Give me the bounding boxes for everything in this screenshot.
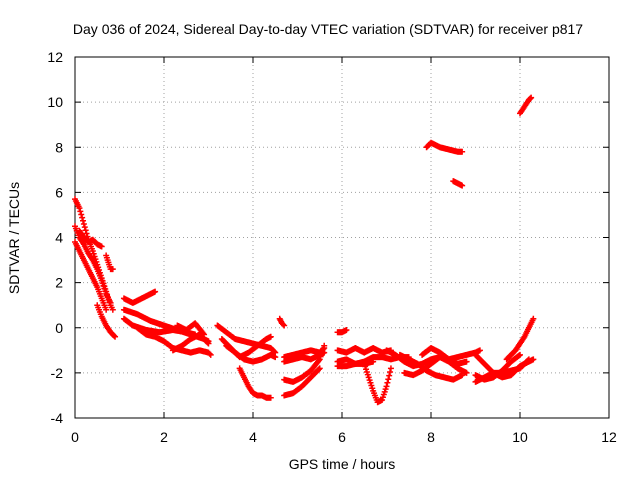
data-point [76, 205, 83, 212]
data-point [525, 356, 532, 363]
series-arc-25 [334, 358, 377, 370]
series-arc-5 [103, 252, 116, 273]
data-point [387, 368, 394, 375]
x-axis-label: GPS time / hours [289, 456, 396, 472]
series-arc-15 [223, 342, 279, 365]
y-tick-label: -2 [51, 365, 64, 381]
x-tick-label: 12 [601, 429, 617, 445]
data-point [207, 351, 214, 358]
series-arc-34 [503, 315, 537, 363]
data-point [107, 299, 114, 306]
data-point [204, 339, 211, 346]
series-arc-30 [419, 345, 470, 367]
data-point [316, 365, 323, 372]
data-point [78, 211, 85, 218]
series-arc-17 [276, 315, 288, 329]
data-point [530, 315, 537, 322]
series-arc-7 [120, 288, 159, 306]
data-point [98, 243, 105, 250]
series-arc-37 [450, 178, 466, 189]
data-point [384, 379, 391, 386]
series-arc-21 [281, 365, 323, 399]
series-arc-35 [517, 94, 535, 117]
data-point [112, 333, 119, 340]
data-point [321, 342, 328, 349]
data-marks [72, 94, 537, 406]
data-point [109, 266, 116, 273]
x-tick-label: 4 [249, 429, 257, 445]
series-arc-22 [334, 327, 350, 336]
data-point [272, 354, 279, 361]
data-point [111, 332, 118, 339]
y-tick-label: 8 [55, 139, 63, 155]
data-point [463, 369, 470, 376]
data-point [463, 358, 470, 365]
y-tick-label: 6 [55, 184, 63, 200]
data-point [517, 351, 523, 358]
data-point [281, 322, 288, 329]
y-tick-label: 0 [55, 320, 63, 336]
series-arc-16 [236, 365, 274, 401]
data-point [386, 372, 393, 379]
data-point [280, 321, 287, 328]
data-point [152, 288, 159, 295]
data-point [80, 217, 87, 224]
data-point [83, 230, 90, 237]
series-arc-4 [76, 227, 105, 250]
y-tick-label: 12 [47, 49, 63, 65]
data-point [267, 394, 274, 401]
data-point [476, 347, 483, 354]
series-arc-26 [361, 360, 394, 406]
data-point [383, 383, 390, 390]
y-tick-label: -4 [51, 410, 64, 426]
data-point [80, 220, 87, 227]
data-point [315, 357, 322, 364]
data-point [525, 357, 532, 364]
x-tick-label: 10 [512, 429, 528, 445]
data-point [81, 224, 88, 231]
data-point [200, 330, 207, 337]
data-point [315, 366, 322, 373]
series-arc-36 [423, 139, 466, 155]
series-arc-11 [169, 331, 212, 354]
series-arc-6 [94, 302, 119, 340]
series-arc-33 [472, 351, 523, 383]
data-point [387, 365, 394, 372]
x-tick-labels: 0 2 4 6 8 10 12 [71, 429, 617, 445]
series-arc-20 [281, 342, 328, 385]
series-arc-3 [72, 239, 110, 313]
data-point [77, 208, 84, 215]
y-axis-label: SDTVAR / TECUs [6, 182, 22, 294]
data-point [459, 148, 466, 155]
x-tick-label: 8 [427, 429, 435, 445]
data-point [528, 94, 535, 101]
x-tick-label: 2 [160, 429, 168, 445]
data-point [267, 333, 274, 340]
data-point [459, 182, 466, 189]
data-point [103, 306, 110, 313]
data-point [343, 327, 350, 334]
x-tick-label: 0 [71, 429, 79, 445]
data-point [82, 227, 89, 234]
y-tick-label: 2 [55, 275, 63, 291]
data-point [206, 350, 213, 357]
y-tick-label: 10 [47, 94, 63, 110]
data-point [205, 340, 212, 347]
data-point [385, 376, 392, 383]
grid [75, 57, 609, 418]
series-arc-29 [401, 354, 470, 379]
data-point [109, 306, 116, 313]
data-point [201, 331, 208, 338]
x-tick-label: 6 [338, 429, 346, 445]
data-point [79, 214, 86, 221]
chart-title: Day 036 of 2024, Sidereal Day-to-day VTE… [73, 21, 583, 37]
y-tick-label: 4 [55, 230, 63, 246]
axis-ticks [74, 56, 610, 419]
y-tick-labels: -4 -2 0 2 4 6 8 10 12 [47, 49, 63, 426]
data-point [370, 358, 377, 365]
series-arc-12 [174, 320, 208, 338]
